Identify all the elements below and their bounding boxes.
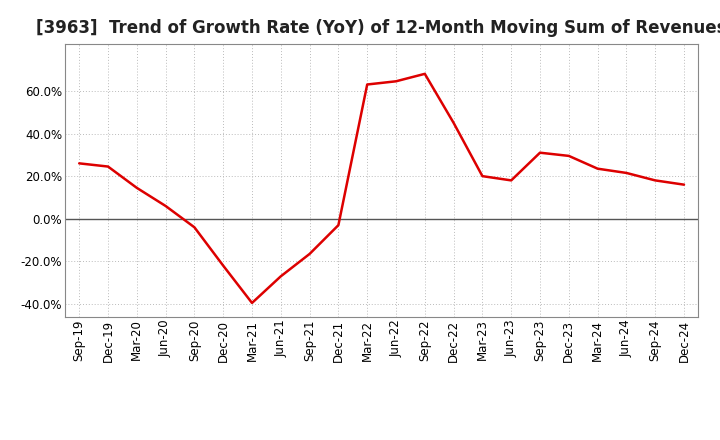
Title: [3963]  Trend of Growth Rate (YoY) of 12-Month Moving Sum of Revenues: [3963] Trend of Growth Rate (YoY) of 12-…	[36, 19, 720, 37]
